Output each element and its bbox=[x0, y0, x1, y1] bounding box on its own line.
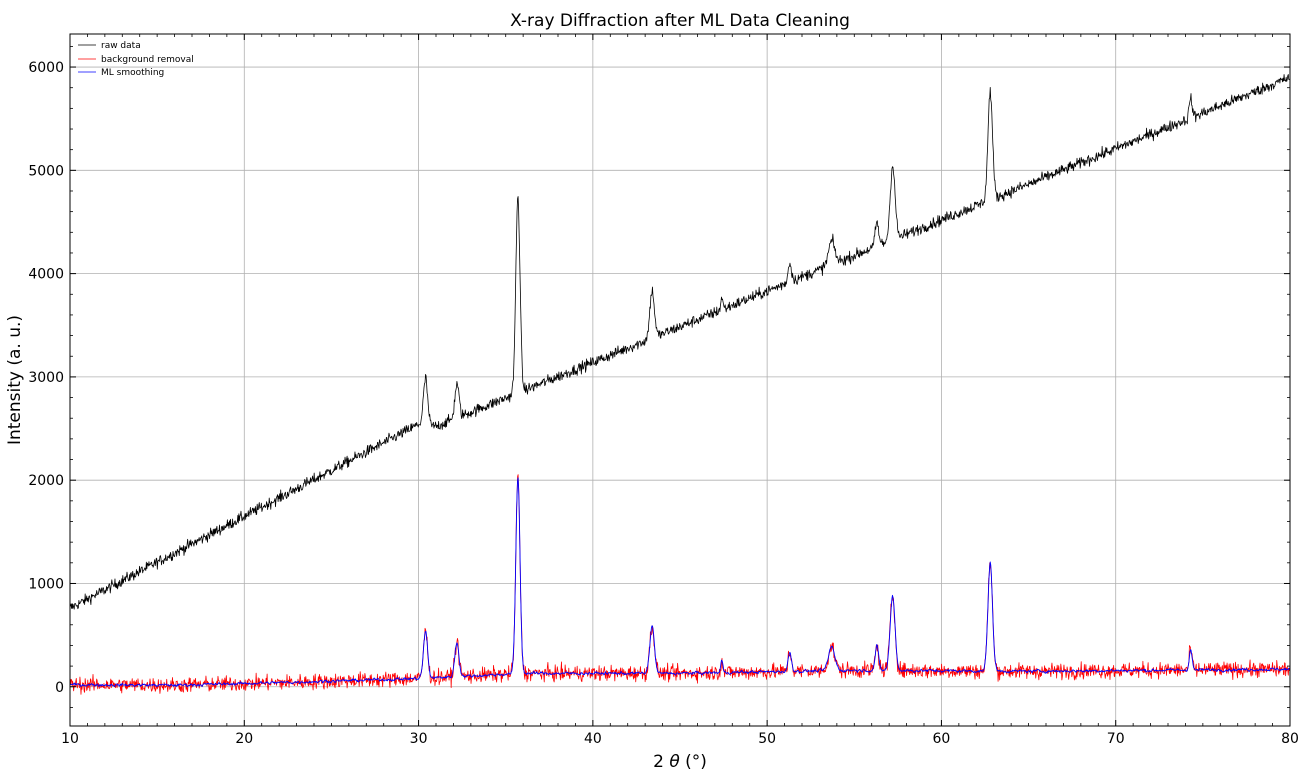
plot-area bbox=[69, 74, 1291, 695]
x-tick-label: 80 bbox=[1281, 731, 1299, 747]
x-axis-label: 2 θ (°) bbox=[653, 752, 707, 772]
y-tick-label: 3000 bbox=[28, 370, 64, 386]
x-tick-label: 30 bbox=[410, 731, 428, 747]
chart-title: X-ray Diffraction after ML Data Cleaning bbox=[510, 11, 850, 31]
series-line-raw bbox=[69, 74, 1290, 610]
y-tick-label: 4000 bbox=[28, 267, 64, 283]
y-tick-label: 6000 bbox=[28, 60, 64, 76]
x-tick-label: 40 bbox=[584, 731, 602, 747]
legend: raw data background removal ML smoothing bbox=[78, 41, 194, 78]
y-tick-labels: 0 1000 2000 3000 4000 5000 6000 bbox=[28, 60, 64, 696]
y-tick-label: 5000 bbox=[28, 163, 64, 179]
x-tick-label: 70 bbox=[1107, 731, 1125, 747]
x-tick-label: 20 bbox=[235, 731, 253, 747]
y-tick-label: 0 bbox=[55, 680, 64, 696]
series-line-smoothing bbox=[69, 477, 1291, 688]
x-tick-label: 50 bbox=[758, 731, 776, 747]
x-tick-label: 10 bbox=[61, 731, 79, 747]
y-tick-label: 1000 bbox=[28, 576, 64, 592]
legend-label-background: background removal bbox=[101, 55, 194, 65]
y-axis-label: Intensity (a. u.) bbox=[5, 315, 25, 445]
y-tick-label: 2000 bbox=[28, 473, 64, 489]
legend-label-smoothing: ML smoothing bbox=[101, 68, 164, 78]
legend-label-raw: raw data bbox=[101, 41, 141, 51]
x-tick-label: 60 bbox=[933, 731, 951, 747]
plot-frame bbox=[69, 33, 1291, 727]
x-tick-labels: 10 20 30 40 50 60 70 80 bbox=[61, 731, 1299, 747]
grid-lines bbox=[69, 34, 1291, 726]
axis-ticks bbox=[69, 34, 1291, 726]
series-line-background bbox=[69, 474, 1291, 695]
